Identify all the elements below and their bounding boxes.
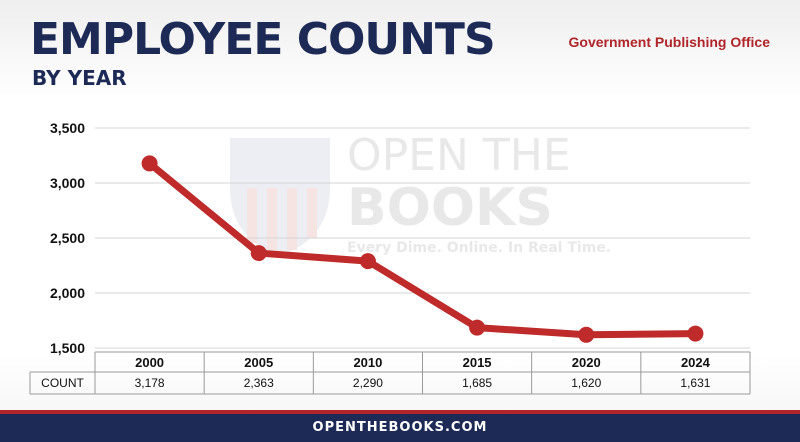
y-tick-label: 1,500 [50,340,85,356]
table-cell-value: 1,685 [462,376,492,390]
series-line [146,159,699,339]
series-line-layer [141,155,704,343]
y-tick-label: 3,500 [50,120,85,136]
data-table: COUNT 2000 3,178 2005 2,363 2010 2,290 2015 1,68… [29,351,751,395]
page-subtitle: BY YEAR [32,66,127,90]
data-point [250,245,267,262]
data-point [578,326,595,343]
table-cell-value: 2,363 [244,376,274,390]
agency-name: Government Publishing Office [568,34,770,50]
x-tick-label: 2010 [353,355,382,370]
page-title: EMPLOYEE COUNTS [30,14,496,65]
y-tick-label: 2,000 [50,285,85,301]
data-point [141,155,158,172]
y-tick-label: 2,500 [50,230,85,246]
table-cell-value: 2,290 [353,376,383,390]
table-cell-value: 1,631 [680,376,710,390]
x-tick-label: 2020 [572,355,601,370]
footer-website-link[interactable]: OPENTHEBOOKS.COM [0,414,800,442]
y-tick-label: 3,000 [50,175,85,191]
x-tick-label: 2015 [463,355,492,370]
data-point [469,319,486,336]
table-cell-value: 3,178 [135,376,165,390]
footer-accent-bar [0,410,800,414]
table-row-label: COUNT [41,376,84,390]
x-tick-label: 2000 [135,355,164,370]
data-point [359,253,376,270]
data-point [687,325,704,342]
table-cell-value: 1,620 [571,376,601,390]
x-tick-label: 2005 [244,355,273,370]
y-axis-ticks: 1,500 2,000 2,500 3,000 3,500 [50,120,85,356]
grid-lines [95,127,750,349]
x-tick-label: 2024 [681,355,711,370]
